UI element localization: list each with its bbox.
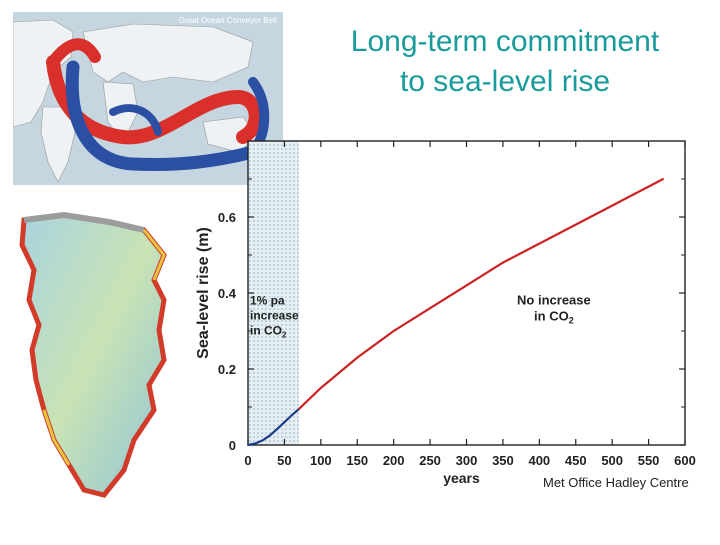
plot-frame	[247, 140, 686, 446]
x-tick-label: 100	[310, 453, 332, 468]
greenland-graphic	[19, 211, 167, 498]
x-tick-label: 400	[528, 453, 550, 468]
series-1-point	[319, 387, 322, 389]
series-1-point	[392, 330, 395, 332]
series-1-point	[298, 408, 300, 410]
series-1-point	[356, 356, 359, 359]
shaded-region-label-line: in CO2	[250, 323, 287, 339]
x-axis-label: years	[443, 470, 480, 486]
series-0-point	[290, 414, 293, 417]
slide-title: Long-term commitment to sea-level rise	[300, 22, 710, 102]
series-0-point	[276, 428, 279, 430]
sea-level-chart-svg: 0 50 100 150 200 250 300 350 400 450 500 550 600 0 0.2…	[195, 140, 696, 486]
y-tick-label: 0.2	[218, 362, 236, 377]
map-caption: Great Ocean Conveyor Belt	[178, 16, 277, 25]
series-1-point	[611, 204, 614, 207]
series-line-0	[247, 408, 300, 447]
x-tick-label: 250	[419, 453, 441, 468]
x-tick-label: 300	[456, 453, 478, 468]
y-tick-label: 0.4	[218, 286, 237, 301]
credit-text: Met Office Hadley Centre	[543, 475, 689, 490]
annotation-line: No increase	[517, 292, 591, 307]
x-tick-label: 500	[601, 453, 623, 468]
ocean-conveyor-map: Great Ocean Conveyor Belt	[13, 12, 283, 185]
x-tick-label: 550	[638, 453, 660, 468]
greenland-ice-map	[14, 210, 194, 500]
y-tick-label: 0	[229, 438, 236, 453]
series-1-point	[465, 284, 468, 287]
x-tick-label: 350	[492, 453, 514, 468]
y-tick-label: 0.6	[218, 210, 236, 225]
slide-title-line-1: Long-term commitment	[350, 25, 660, 58]
shaded-region-label-line: increase	[250, 308, 299, 322]
series-0-point	[247, 444, 249, 446]
series-line-1	[298, 178, 664, 410]
shaded-co2-increase-region	[248, 141, 299, 445]
annotation-subscript: 2	[569, 315, 574, 325]
series-1-point	[429, 307, 431, 310]
x-tick-label: 150	[346, 453, 368, 468]
annotation-line: in CO2	[534, 308, 574, 325]
series-1-point	[538, 242, 541, 245]
shaded-region-label-subscript: 2	[282, 330, 287, 339]
x-tick-label: 0	[244, 453, 251, 468]
series-0-point	[254, 442, 257, 445]
series-1-point	[502, 261, 504, 264]
series-0-point	[283, 421, 286, 424]
series-0-point	[268, 434, 271, 437]
x-tick-label: 200	[383, 453, 405, 468]
x-tick-label: 50	[277, 453, 291, 468]
series-1-point	[574, 223, 577, 226]
y-axis-label: Sea-level rise (m)	[195, 227, 212, 359]
x-tick-label: 450	[565, 453, 587, 468]
series-0-point	[261, 439, 264, 442]
sea-level-chart: 0 50 100 150 200 250 300 350 400 450 500 550 600 0 0.2…	[180, 135, 720, 540]
series-1-point	[647, 185, 650, 188]
x-tick-label: 600	[674, 453, 696, 468]
slide-title-line-2: to sea-level rise	[399, 65, 611, 98]
world-map-graphic	[13, 12, 283, 185]
shaded-region-label-line: 1% pa	[250, 293, 285, 307]
series-1-point	[662, 178, 665, 180]
